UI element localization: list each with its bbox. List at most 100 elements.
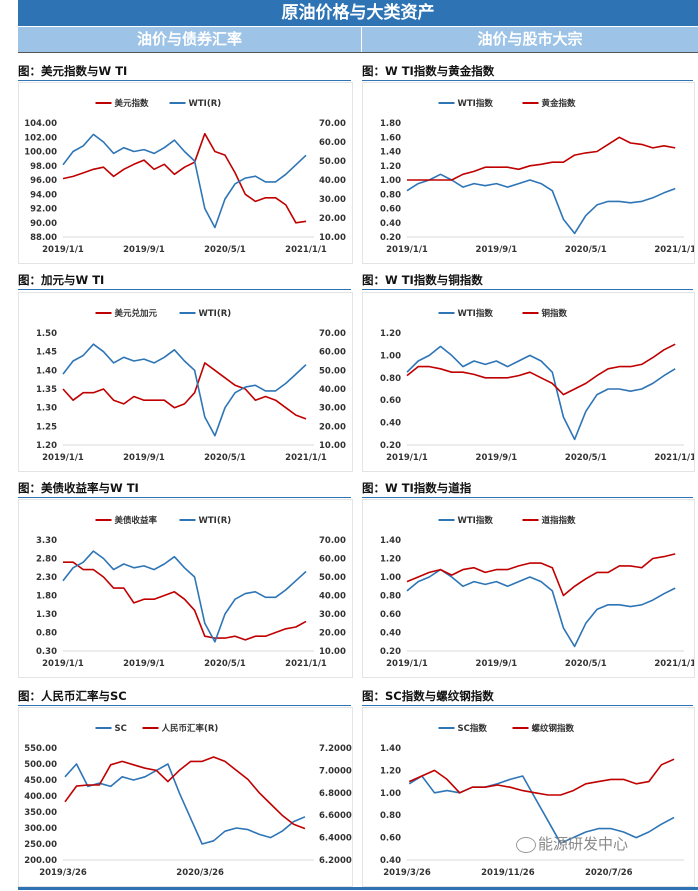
- chart-2-y-tick: 1.20: [380, 162, 401, 172]
- chart-4-y-tick: 0.60: [380, 396, 401, 406]
- chart-3-y2-tick: 60.00: [319, 348, 346, 358]
- chart-2-x-tick: 2019/1/1: [386, 245, 428, 255]
- chart-3-legend-item: 美元兑加元: [95, 308, 158, 319]
- watermark: 能源研发中心: [538, 835, 629, 853]
- chart-4-y-tick: 0.40: [380, 419, 401, 429]
- chart-8-x-tick: 2019/3/26: [383, 868, 431, 878]
- chart-5-y-tick: 2.30: [36, 573, 57, 583]
- chart-5: 0.30 0.80 1.30 1.80 2.30 2.80 3.30 10.00 20.00 30…: [18, 499, 353, 678]
- chart-1-y-tick: 100.00: [24, 148, 57, 158]
- chart-1-y2-tick: 50.00: [319, 157, 346, 167]
- chart-3-y2-tick: 20.00: [319, 422, 346, 432]
- chart-7-y-tick: 450.00: [24, 776, 57, 786]
- chart-1-y-tick: 96.00: [30, 176, 57, 186]
- chart-3-x-tick: 2020/5/1: [204, 453, 246, 463]
- chart-1-y-tick: 92.00: [30, 205, 57, 215]
- chart-1-title: 图：美元指数与W TI: [18, 63, 351, 81]
- chart-1: 88.00 90.00 92.00 94.00 96.00 98.00 100.00 102.…: [18, 82, 353, 264]
- legend-label: 铜指数: [542, 308, 568, 319]
- chart-2-x-tick: 2021/1/1: [654, 245, 694, 255]
- chart-3-y-tick: 1.20: [36, 441, 57, 451]
- legend-label: WTI(R): [189, 99, 222, 109]
- chart-5-y2-tick: 40.00: [319, 592, 346, 602]
- chart-7-y2-tick: 6.8000: [319, 789, 352, 799]
- chart-2-series-line: [407, 136, 676, 181]
- chart-4-y-tick: 1.20: [380, 329, 401, 339]
- chart-3-y2-tick: 40.00: [319, 385, 346, 395]
- chart-2-x-tick: 2020/5/1: [565, 245, 607, 255]
- chart-6-y-tick: 1.40: [380, 536, 401, 546]
- page-title: 原油价格与大类资产: [18, 0, 698, 26]
- chart-2-legend-item: 黄金指数: [522, 98, 576, 109]
- chart-2-series-line: [406, 173, 676, 235]
- chart-1-legend-item: WTI(R): [169, 99, 222, 109]
- chart-3-y-tick: 1.30: [36, 404, 57, 414]
- chart-3-y2-tick: 70.00: [319, 329, 346, 339]
- chart-8-legend-item: 螺纹钢指数: [512, 723, 575, 734]
- chart-7-legend-item: SC: [95, 724, 127, 734]
- chart-2-y-tick: 1.80: [380, 119, 401, 129]
- chart-5-series-line: [63, 561, 307, 641]
- chart-4-x-tick: 2019/1/1: [386, 453, 428, 463]
- chart-2-y-tick: 1.60: [380, 133, 401, 143]
- section-header-left: 油价与债券汇率: [18, 27, 361, 52]
- chart-5-y2-tick: 30.00: [319, 610, 346, 620]
- legend-label: 道指指数: [542, 515, 577, 526]
- chart-2-legend-item: WTI指数: [438, 98, 493, 109]
- chart-7-series-line: [64, 763, 306, 845]
- chart-3: 1.20 1.25 1.30 1.35 1.40 1.45 1.50 10.00 20.00 30…: [18, 292, 353, 472]
- chart-8-y-tick: 1.20: [380, 766, 401, 776]
- chart-1-y2-tick: 20.00: [319, 214, 346, 224]
- chart-6-y-tick: 0.40: [380, 629, 401, 639]
- chart-8: 0.40 0.60 0.80 1.00 1.20 1.40 2019/3/26 2019/11…: [362, 707, 695, 887]
- chart-5-x-tick: 2019/1/1: [42, 659, 84, 669]
- chart-5-y-tick: 2.80: [36, 555, 57, 565]
- chart-7-x-tick: 2020/3/26: [176, 868, 224, 878]
- chart-8-series-line: [408, 775, 675, 844]
- chart-5-y2-tick: 20.00: [319, 629, 346, 639]
- chart-1-y-tick: 88.00: [30, 233, 57, 243]
- chart-3-legend-item: WTI(R): [179, 309, 231, 319]
- section-header-right: 油价与股市大宗: [362, 27, 698, 52]
- chart-4-series-line: [406, 345, 676, 441]
- chart-1-series-line: [62, 132, 307, 224]
- chart-2-x-tick: 2019/9/1: [476, 245, 518, 255]
- chart-8-y-tick: 0.80: [380, 811, 401, 821]
- chart-3-svg: 1.20 1.25 1.30 1.35 1.40 1.45 1.50 10.00 20.00 30…: [36, 308, 346, 463]
- chart-1-x-tick: 2019/1/1: [42, 245, 84, 255]
- chart-4-y-tick: 1.00: [380, 351, 401, 361]
- chart-1-y2-tick: 10.00: [319, 233, 346, 243]
- chart-4: 0.20 0.40 0.60 0.80 1.00 1.20 2019/1/1 2019/9/1…: [362, 292, 695, 472]
- chart-2-y-tick: 0.40: [380, 219, 401, 229]
- chart-5-y2-tick: 70.00: [319, 536, 346, 546]
- legend-label: SC指数: [458, 723, 488, 734]
- chart-3-y-tick: 1.40: [36, 366, 57, 376]
- chart-6-y-tick: 0.60: [380, 610, 401, 620]
- legend-label: WTI指数: [458, 308, 494, 319]
- chart-2-title: 图：W TI指数与黄金指数: [362, 63, 693, 81]
- chart-8-x-tick: 2020/7/26: [585, 868, 633, 878]
- chart-1-legend-item: 美元指数: [95, 98, 149, 109]
- chart-6-y-tick: 1.00: [380, 573, 401, 583]
- chart-4-y-tick: 0.80: [380, 374, 401, 384]
- chart-6-series-line: [406, 568, 676, 648]
- chart-5-series-line: [62, 550, 307, 643]
- chart-8-legend-item: SC指数: [438, 723, 488, 734]
- chart-8-svg: 0.40 0.60 0.80 1.00 1.20 1.40 2019/3/26 2019/11…: [380, 723, 684, 878]
- chart-4-title: 图：W TI指数与铜指数: [362, 272, 693, 290]
- chart-6-y-tick: 0.20: [380, 647, 401, 657]
- chart-1-x-tick: 2019/9/1: [123, 245, 165, 255]
- chart-4-y-tick: 0.20: [380, 441, 401, 451]
- chart-8-x-tick: 2019/11/26: [481, 868, 535, 878]
- chart-8-y-tick: 1.00: [380, 789, 401, 799]
- chart-3-x-tick: 2019/9/1: [123, 453, 165, 463]
- chart-5-title: 图：美债收益率与W TI: [18, 480, 351, 498]
- chart-5-legend-item: WTI(R): [179, 516, 232, 526]
- chart-7-y-tick: 250.00: [24, 840, 57, 850]
- legend-label: 人民币汇率(R): [162, 723, 219, 734]
- chart-7-y-tick: 500.00: [24, 760, 57, 770]
- chart-8-y-tick: 0.60: [380, 834, 401, 844]
- chart-7-y2-tick: 6.4000: [319, 834, 352, 844]
- legend-label: WTI(R): [199, 516, 232, 526]
- chart-7-legend-item: 人民币汇率(R): [142, 723, 219, 734]
